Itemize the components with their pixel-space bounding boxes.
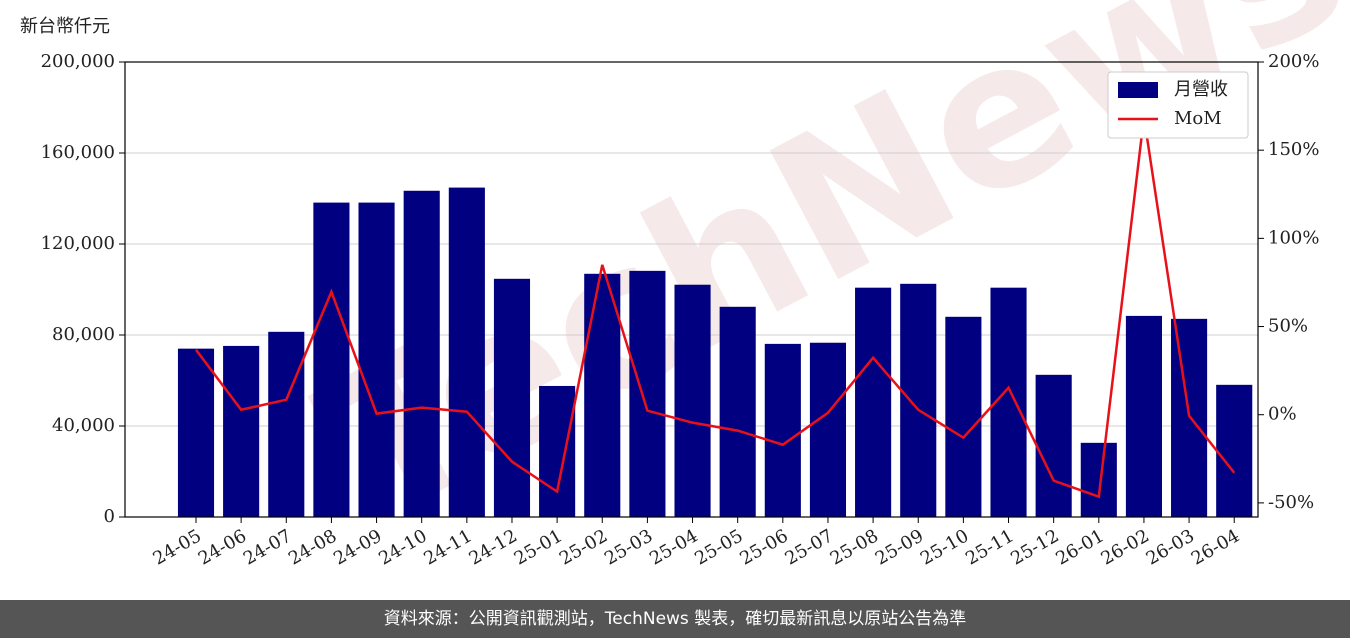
bar — [764, 343, 801, 517]
x-tick-label: 25-09 — [872, 525, 927, 569]
bar — [1080, 442, 1117, 517]
bar — [403, 190, 440, 517]
line — [195, 116, 1236, 499]
x-tick-label: 25-06 — [736, 525, 791, 569]
bar — [809, 342, 847, 517]
y-tick-label: 80,000 — [52, 324, 115, 345]
x-tick-label: 25-02 — [556, 525, 611, 569]
bar — [719, 306, 756, 517]
bar — [1125, 315, 1162, 517]
bar — [1171, 318, 1208, 517]
bar — [674, 284, 711, 517]
x-tick-label: 24-09 — [330, 525, 385, 569]
x-tick-label: 25-08 — [827, 525, 882, 569]
legend-swatch — [1118, 82, 1158, 98]
bar — [584, 273, 621, 517]
y-tick-label: 160,000 — [41, 142, 115, 163]
bar — [358, 202, 395, 517]
x-tick-label: 24-05 — [150, 525, 205, 569]
bar — [855, 287, 892, 517]
x-tick-label: 24-06 — [195, 525, 250, 569]
footer: 資料來源：公開資訊觀測站，TechNews 製表，確切最新訊息以原站公告為準 — [0, 600, 1350, 638]
footer-bar — [0, 600, 1350, 638]
x-tick-label: 25-11 — [962, 525, 1017, 569]
x-tick-label: 24-07 — [240, 525, 295, 569]
x-tick-label: 25-07 — [782, 525, 837, 569]
bar — [313, 202, 350, 517]
footer-text: 資料來源：公開資訊觀測站，TechNews 製表，確切最新訊息以原站公告為準 — [384, 609, 966, 629]
x-tick-label: 26-02 — [1098, 525, 1153, 569]
x-tick-label: 25-03 — [601, 525, 656, 569]
bar — [945, 316, 982, 517]
y-tick-label: 0 — [104, 506, 115, 527]
legend-label: 月營收 — [1174, 79, 1228, 100]
x-tick-label: 25-10 — [917, 525, 972, 569]
legend: 月營收 MoM — [1107, 71, 1249, 139]
x-tick-label: 25-12 — [1007, 525, 1062, 569]
legend-label: MoM — [1174, 108, 1222, 129]
x-tick-label: 26-01 — [1052, 525, 1107, 569]
bar — [1216, 384, 1253, 517]
bar — [539, 385, 576, 517]
bar — [493, 278, 531, 517]
x-tick-label: 25-05 — [691, 525, 746, 569]
bar — [268, 331, 305, 517]
bar — [629, 270, 666, 517]
x-tick-label: 26-03 — [1143, 525, 1198, 569]
y-tick-label: 120,000 — [41, 233, 115, 254]
plot-frame — [124, 61, 1259, 518]
x-tick-label: 26-04 — [1188, 525, 1243, 569]
y2-tick-label: -50% — [1268, 492, 1314, 513]
bar — [177, 348, 215, 517]
y2-tick-label: 150% — [1268, 139, 1319, 160]
y2-tick-label: 0% — [1268, 404, 1297, 425]
y-axis-label: 新台幣仟元 — [20, 16, 110, 37]
bar — [448, 187, 485, 517]
x-tick-label: 24-12 — [466, 525, 521, 569]
bar — [1035, 374, 1072, 517]
y-tick-label: 40,000 — [52, 415, 115, 436]
y2-tick-label: 200% — [1268, 51, 1319, 72]
bar — [223, 345, 260, 517]
y2-tick-label: 50% — [1268, 316, 1308, 337]
x-tick-label: 25-01 — [511, 525, 566, 569]
y-tick-label: 200,000 — [41, 51, 115, 72]
x-tick-label: 25-04 — [646, 525, 701, 569]
bar — [900, 283, 937, 517]
x-tick-label: 24-08 — [285, 525, 340, 569]
y2-tick-label: 100% — [1268, 227, 1319, 248]
